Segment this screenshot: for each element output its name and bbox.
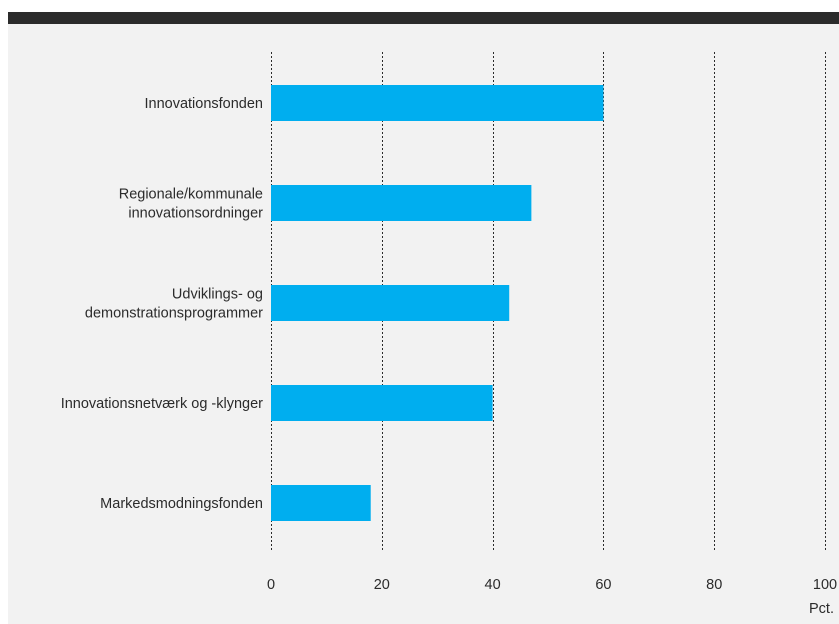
x-tick-label: 0 xyxy=(267,577,275,593)
category-label-line: Regionale/kommunale xyxy=(119,187,263,203)
category-label-line: Udviklings- og xyxy=(172,287,263,303)
category-label: Regionale/kommunale innovationsordninger xyxy=(119,187,263,222)
x-axis-ticks: 0 20 40 60 80 100 xyxy=(267,577,837,593)
category-label: Markedsmodningsfonden xyxy=(100,496,263,512)
category-label: Udviklings- og demonstrationsprogrammer xyxy=(85,287,263,322)
category-label-line: innovationsordninger xyxy=(128,206,263,222)
bar xyxy=(271,185,532,221)
header-bar xyxy=(8,12,839,24)
bar xyxy=(271,285,510,321)
x-tick-label: 20 xyxy=(374,577,390,593)
bar xyxy=(271,385,493,421)
x-tick-label: 40 xyxy=(485,577,501,593)
x-tick-label: 80 xyxy=(706,577,722,593)
category-label: Innovationsnetværk og -klynger xyxy=(61,396,263,412)
category-label: Innovationsfonden xyxy=(144,96,263,112)
bar xyxy=(271,485,371,521)
category-label-line: Innovationsfonden xyxy=(144,96,263,112)
category-label-line: Markedsmodningsfonden xyxy=(100,496,263,512)
category-label-line: demonstrationsprogrammer xyxy=(85,306,263,322)
plot-panel xyxy=(8,24,839,624)
x-tick-label: 60 xyxy=(595,577,611,593)
bars xyxy=(271,85,604,521)
unit-label: Pct. xyxy=(809,601,834,617)
bar xyxy=(271,85,604,121)
x-tick-label: 100 xyxy=(813,577,837,593)
category-label-line: Innovationsnetværk og -klynger xyxy=(61,396,263,412)
category-labels: Innovationsfonden Regionale/kommunale inno… xyxy=(61,96,263,512)
